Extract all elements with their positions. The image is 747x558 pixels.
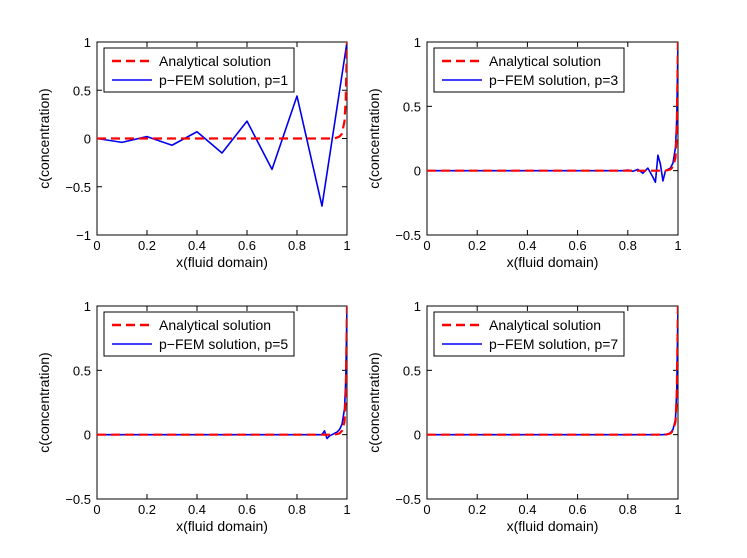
y-tick-label: −0.5 xyxy=(65,180,91,195)
legend-box xyxy=(103,47,295,93)
y-tick-label: −0.5 xyxy=(395,492,421,507)
y-tick-label: 1 xyxy=(84,299,91,314)
legend-label: Analytical solution xyxy=(489,317,601,333)
legend-box xyxy=(433,311,625,357)
x-tick-label: 0.4 xyxy=(188,502,206,517)
x-tick-label: 0.4 xyxy=(518,502,536,517)
analytical-solution-line xyxy=(97,41,347,140)
analytical-solution-line xyxy=(97,305,347,436)
pfem-solution-line xyxy=(427,41,678,184)
legend-label: Analytical solution xyxy=(159,53,271,69)
subplot-1: 0 0.2 0.4 0.6 0.8 1 −1 −0.5 0 0.5 1 x(fluid domain)… xyxy=(36,35,351,270)
y-tick-label: 0 xyxy=(414,164,421,179)
legend-label: p−FEM solution, p=7 xyxy=(489,336,618,352)
x-tick-label: 0.6 xyxy=(569,502,587,517)
x-tick-label: 0.4 xyxy=(188,238,206,253)
y-axis-label: c(concentration) xyxy=(366,352,382,452)
x-tick-label: 0 xyxy=(93,502,100,517)
x-tick-label: 1 xyxy=(343,238,350,253)
x-tick-label: 0 xyxy=(423,502,430,517)
x-axis-label: x(fluid domain) xyxy=(176,518,268,534)
x-axis-label: x(fluid domain) xyxy=(507,254,599,270)
legend: Analytical solution p−FEM solution, p=1 xyxy=(103,47,295,93)
analytical-solution-line xyxy=(427,305,678,436)
y-tick-label: 1 xyxy=(414,299,421,314)
legend: Analytical solution p−FEM solution, p=3 xyxy=(433,47,625,93)
legend-label: p−FEM solution, p=5 xyxy=(159,336,288,352)
y-tick-label: 0.5 xyxy=(403,99,421,114)
legend-label: p−FEM solution, p=3 xyxy=(489,72,618,88)
y-tick-label: 0 xyxy=(84,428,91,443)
x-tick-label: 0 xyxy=(93,238,100,253)
y-axis-label: c(concentration) xyxy=(36,352,52,452)
x-tick-label: 0.8 xyxy=(288,238,306,253)
x-tick-label: 0.2 xyxy=(468,502,486,517)
x-tick-label: 0.8 xyxy=(619,502,637,517)
x-tick-label: 0.2 xyxy=(138,238,156,253)
legend-box xyxy=(433,47,625,93)
y-tick-label: 1 xyxy=(414,35,421,50)
y-tick-label: −1 xyxy=(76,228,91,243)
x-tick-label: 1 xyxy=(674,502,681,517)
legend-box xyxy=(103,311,295,357)
analytical-solution-line xyxy=(427,41,678,172)
x-tick-label: 0.8 xyxy=(288,502,306,517)
x-axis-label: x(fluid domain) xyxy=(176,254,268,270)
y-axis-label: c(concentration) xyxy=(366,88,382,188)
x-tick-label: 0.2 xyxy=(138,502,156,517)
y-tick-label: 0 xyxy=(84,132,91,147)
legend-label: Analytical solution xyxy=(489,53,601,69)
y-tick-label: −0.5 xyxy=(395,228,421,243)
x-tick-label: 1 xyxy=(674,238,681,253)
subplot-3: 0 0.2 0.4 0.6 0.8 1−0.500.51x(fluid domain)c(… xyxy=(36,299,351,534)
x-tick-label: 1 xyxy=(343,502,350,517)
x-axis-label: x(fluid domain) xyxy=(507,518,599,534)
y-tick-label: 0.5 xyxy=(73,83,91,98)
x-tick-label: 0 xyxy=(423,238,430,253)
subplot-2: 0 0.2 0.4 0.6 0.8 1−0.500.51x(fluid domain)c(… xyxy=(366,35,682,270)
y-axis-label: c(concentration) xyxy=(36,88,52,188)
x-tick-label: 0.6 xyxy=(569,238,587,253)
legend: Analytical solution p−FEM solution, p=7 xyxy=(433,311,625,357)
y-tick-label: −0.5 xyxy=(65,492,91,507)
y-tick-label: 0 xyxy=(414,428,421,443)
legend-label: p−FEM solution, p=1 xyxy=(159,72,288,88)
subplot-4: 0 0.2 0.4 0.6 0.8 1−0.500.51x(fluid domain)c(… xyxy=(366,299,682,534)
legend: Analytical solution p−FEM solution, p=5 xyxy=(103,311,295,357)
y-tick-label: 0.5 xyxy=(403,363,421,378)
x-tick-label: 0.2 xyxy=(468,238,486,253)
legend-label: Analytical solution xyxy=(159,317,271,333)
x-tick-label: 0.6 xyxy=(238,238,256,253)
y-tick-label: 0.5 xyxy=(73,363,91,378)
x-tick-label: 0.6 xyxy=(238,502,256,517)
pfem-solution-line xyxy=(97,41,347,207)
x-tick-label: 0.8 xyxy=(619,238,637,253)
x-tick-label: 0.4 xyxy=(518,238,536,253)
y-tick-label: 1 xyxy=(84,35,91,50)
